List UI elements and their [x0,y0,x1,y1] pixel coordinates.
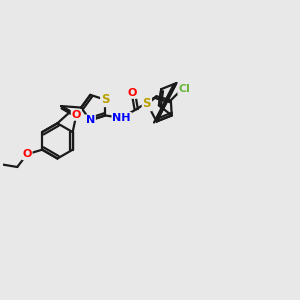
Text: NH: NH [112,113,131,123]
Text: Cl: Cl [178,84,190,94]
Text: O: O [22,149,32,159]
Text: O: O [128,88,137,98]
Text: S: S [101,93,110,106]
Text: S: S [142,98,151,110]
Text: O: O [72,110,81,120]
Text: N: N [86,115,95,125]
